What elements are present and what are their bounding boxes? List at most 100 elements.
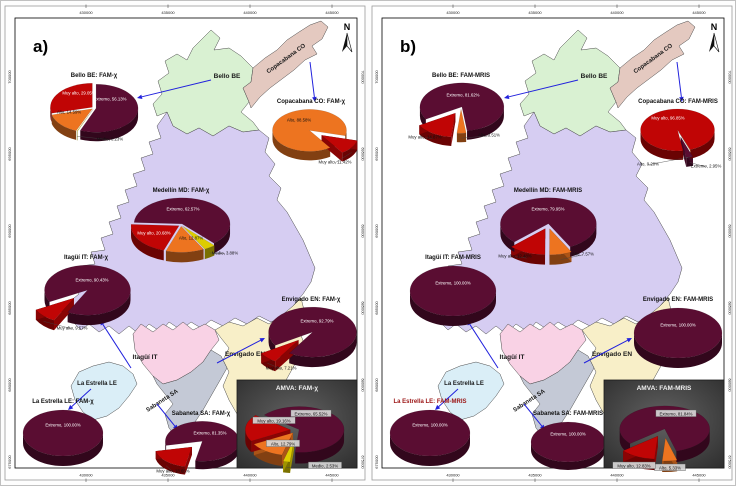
pie-slice-top xyxy=(680,137,694,159)
pie-title: Envigado EN: FAM-MRIS xyxy=(643,297,713,303)
pie-slice-label: Alto, 12.87% xyxy=(179,235,204,240)
pie-chart: Copacabana CO: FAM-MRIS Alto, 0.20% Extrem… xyxy=(637,99,721,168)
pie-chart: AMVA: FAM-χ Medio, 2.53% Alto, 12.79% Muy a… xyxy=(236,379,358,473)
pie-chart: AMVA: FAM-MRIS Alto, 5.33% Muy alto, 12.83… xyxy=(603,379,725,473)
pie-slice-side xyxy=(531,442,605,470)
axis-tick-label-left: 680000 xyxy=(7,378,12,392)
pie-slice-top xyxy=(321,135,358,153)
pie-slice-top xyxy=(510,228,546,255)
pie-slice-top xyxy=(35,297,75,321)
pie-slice-top xyxy=(619,405,710,452)
north-arrow-icon xyxy=(713,32,720,53)
region-sabaneta xyxy=(152,349,228,439)
pie-slice-top xyxy=(182,225,215,250)
map-arrow-head xyxy=(435,404,441,410)
label-leader-line xyxy=(514,256,527,259)
pie-slice-label: Alto, 0.20% xyxy=(637,161,659,166)
pie-slice-label: Alto, 3.51% xyxy=(478,132,500,137)
map-region-label: La Estrella LE xyxy=(444,381,484,387)
label-leader-line xyxy=(165,465,174,472)
label-leader-line xyxy=(43,321,73,329)
slice-label-box xyxy=(612,461,656,469)
pie-slice-side xyxy=(23,433,103,466)
pie-slice-label: Alto, 12.79% xyxy=(271,441,296,446)
pie-slice-label: Medio, 2.53% xyxy=(312,463,338,468)
pie-slice-label: Extremo, 65.52% xyxy=(295,411,328,416)
map-arrow-line xyxy=(216,339,261,364)
pie-slice-label: Muy alto, 18.65% xyxy=(156,468,189,473)
pie-slice-side xyxy=(640,129,684,160)
axis-tick-label-bottom: 440000 xyxy=(610,473,624,478)
pie-slice-side xyxy=(410,291,496,326)
pie-slice-label: Extremo, 90.43% xyxy=(76,277,109,282)
map-region-label: Envigado EN xyxy=(592,351,632,358)
pie-slice-label: Extremo, 2.95% xyxy=(691,163,722,168)
axis-tick-label-top: 445000 xyxy=(692,10,706,15)
pie-slice-top xyxy=(76,109,94,132)
pie-title: Copacabana CO: FAM-MRIS xyxy=(638,99,718,105)
panel-svg-a: 430000 435000 440000 445000 430000 435000 4400… xyxy=(4,4,366,482)
pie-slice-side xyxy=(390,433,470,466)
pie-slice-side xyxy=(165,249,204,263)
pie-slice-side xyxy=(67,290,131,326)
pie-chart: Envigado EN: FAM-MRIS Extremo, 100.00% xyxy=(633,297,723,368)
pie-slice-side xyxy=(419,125,452,146)
pie-slice-top xyxy=(155,446,193,467)
pie-slice-side xyxy=(195,441,240,470)
map-region-label: Itagüí IT xyxy=(500,354,525,361)
slice-label-box xyxy=(655,409,697,417)
pie-slice-top xyxy=(500,197,597,248)
pie-slice-label: Extremo, 100.00% xyxy=(660,322,696,327)
axis-tick-label-right: 700000 xyxy=(361,70,366,84)
axis-tick-label-top: 440000 xyxy=(610,10,624,15)
axis-tick-label-right: 680000 xyxy=(728,378,733,392)
axis-tick-label-bottom: 430000 xyxy=(79,473,93,478)
label-leader-line xyxy=(267,363,282,369)
map-arrow-head xyxy=(68,404,74,410)
pie-title: Sabaneta SA: FAM-χ xyxy=(172,411,231,417)
pie-title: Copacabana CO: FAM-χ xyxy=(277,99,346,105)
pie-slice-top xyxy=(272,109,347,152)
map-region-label: Bello BE xyxy=(581,73,608,80)
pie-slice-side xyxy=(570,223,597,257)
pie-chart: Itagüí IT: FAM-χ Extremo, 90.43% Muy alto,… xyxy=(35,255,131,330)
pie-slice-side xyxy=(155,451,185,475)
map-region-label: Envigado EN xyxy=(225,351,265,358)
axis-tick-label-bottom: 445000 xyxy=(325,473,339,478)
map-region-label: La Estrella LE xyxy=(77,381,117,387)
pie-chart: Envigado EN: FAM-χ Extremo, 92.79% Muy alt… xyxy=(260,297,357,372)
axis-tick-label-top: 430000 xyxy=(79,10,93,15)
map-arrow-head xyxy=(679,96,684,102)
pie-chart: La Estrella LE: FAM-χ Extremo, 100.00% xyxy=(22,399,104,466)
pie-slice-label: Muy alto, 19.16% xyxy=(257,418,290,423)
pie-slice-top xyxy=(419,82,505,131)
label-leader-line xyxy=(647,156,692,165)
pie-slice-label: Extremo, 81.35% xyxy=(194,430,227,435)
pie-title: Envigado EN: FAM-χ xyxy=(282,297,341,303)
pie-slice-label: Medio, 3.88% xyxy=(212,250,238,255)
axis-tick-label-left: 695000 xyxy=(374,147,379,161)
label-leader-line xyxy=(334,152,352,163)
axis-tick-label-right: 680000 xyxy=(361,378,366,392)
pie-slice-top xyxy=(456,109,467,134)
axis-tick-label-left: 695000 xyxy=(7,147,12,161)
axis-tick-label-right: 690000 xyxy=(728,224,733,238)
map-arrow-line xyxy=(141,79,212,98)
pie-slice-side xyxy=(213,223,231,254)
pie-slice-top xyxy=(389,409,471,457)
pie-slice-label: Extremo, 100.00% xyxy=(45,422,81,427)
axis-tick-label-left: 690000 xyxy=(7,224,12,238)
pie-slice-label: Alto, 5.33% xyxy=(659,465,681,470)
pie-title: AMVA: FAM-χ xyxy=(276,385,319,392)
axis-tick-label-top: 445000 xyxy=(325,10,339,15)
pie-slice-label: Extremo, 56.13% xyxy=(94,96,127,101)
map-arrow-line xyxy=(676,61,682,98)
axis-tick-label-right: 685000 xyxy=(728,301,733,315)
axis-tick-label-right: 695000 xyxy=(361,147,366,161)
axis-tick-label-left: 685000 xyxy=(374,301,379,315)
panel-a: 430000 435000 440000 445000 430000 435000 4400… xyxy=(3,4,367,483)
axis-tick-label-bottom: 445000 xyxy=(692,473,706,478)
pie-slice-label: Extremo, 100.00% xyxy=(412,422,448,427)
pie-slice-label: Muy alto, 29.05% xyxy=(62,90,95,95)
